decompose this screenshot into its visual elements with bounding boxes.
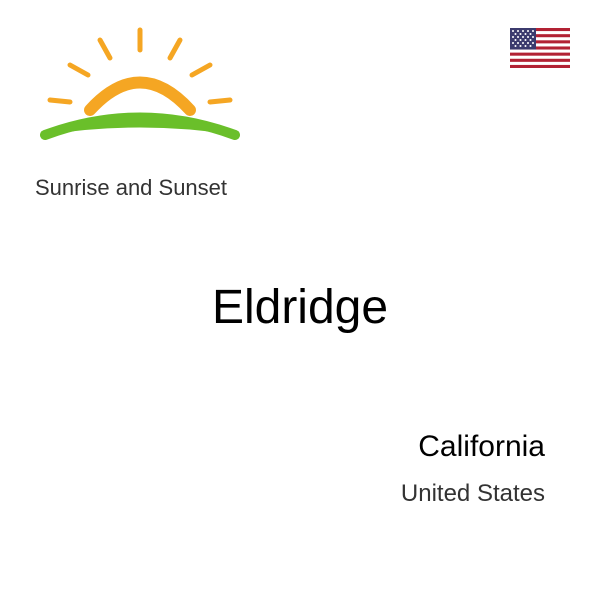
region-label: California (418, 430, 545, 464)
site-subtitle: Sunrise and Sunset (35, 175, 227, 201)
sunrise-logo (30, 20, 250, 170)
country-flag-icon (510, 28, 570, 68)
country-label: United States (401, 480, 545, 508)
location-title: Eldridge (0, 280, 600, 335)
